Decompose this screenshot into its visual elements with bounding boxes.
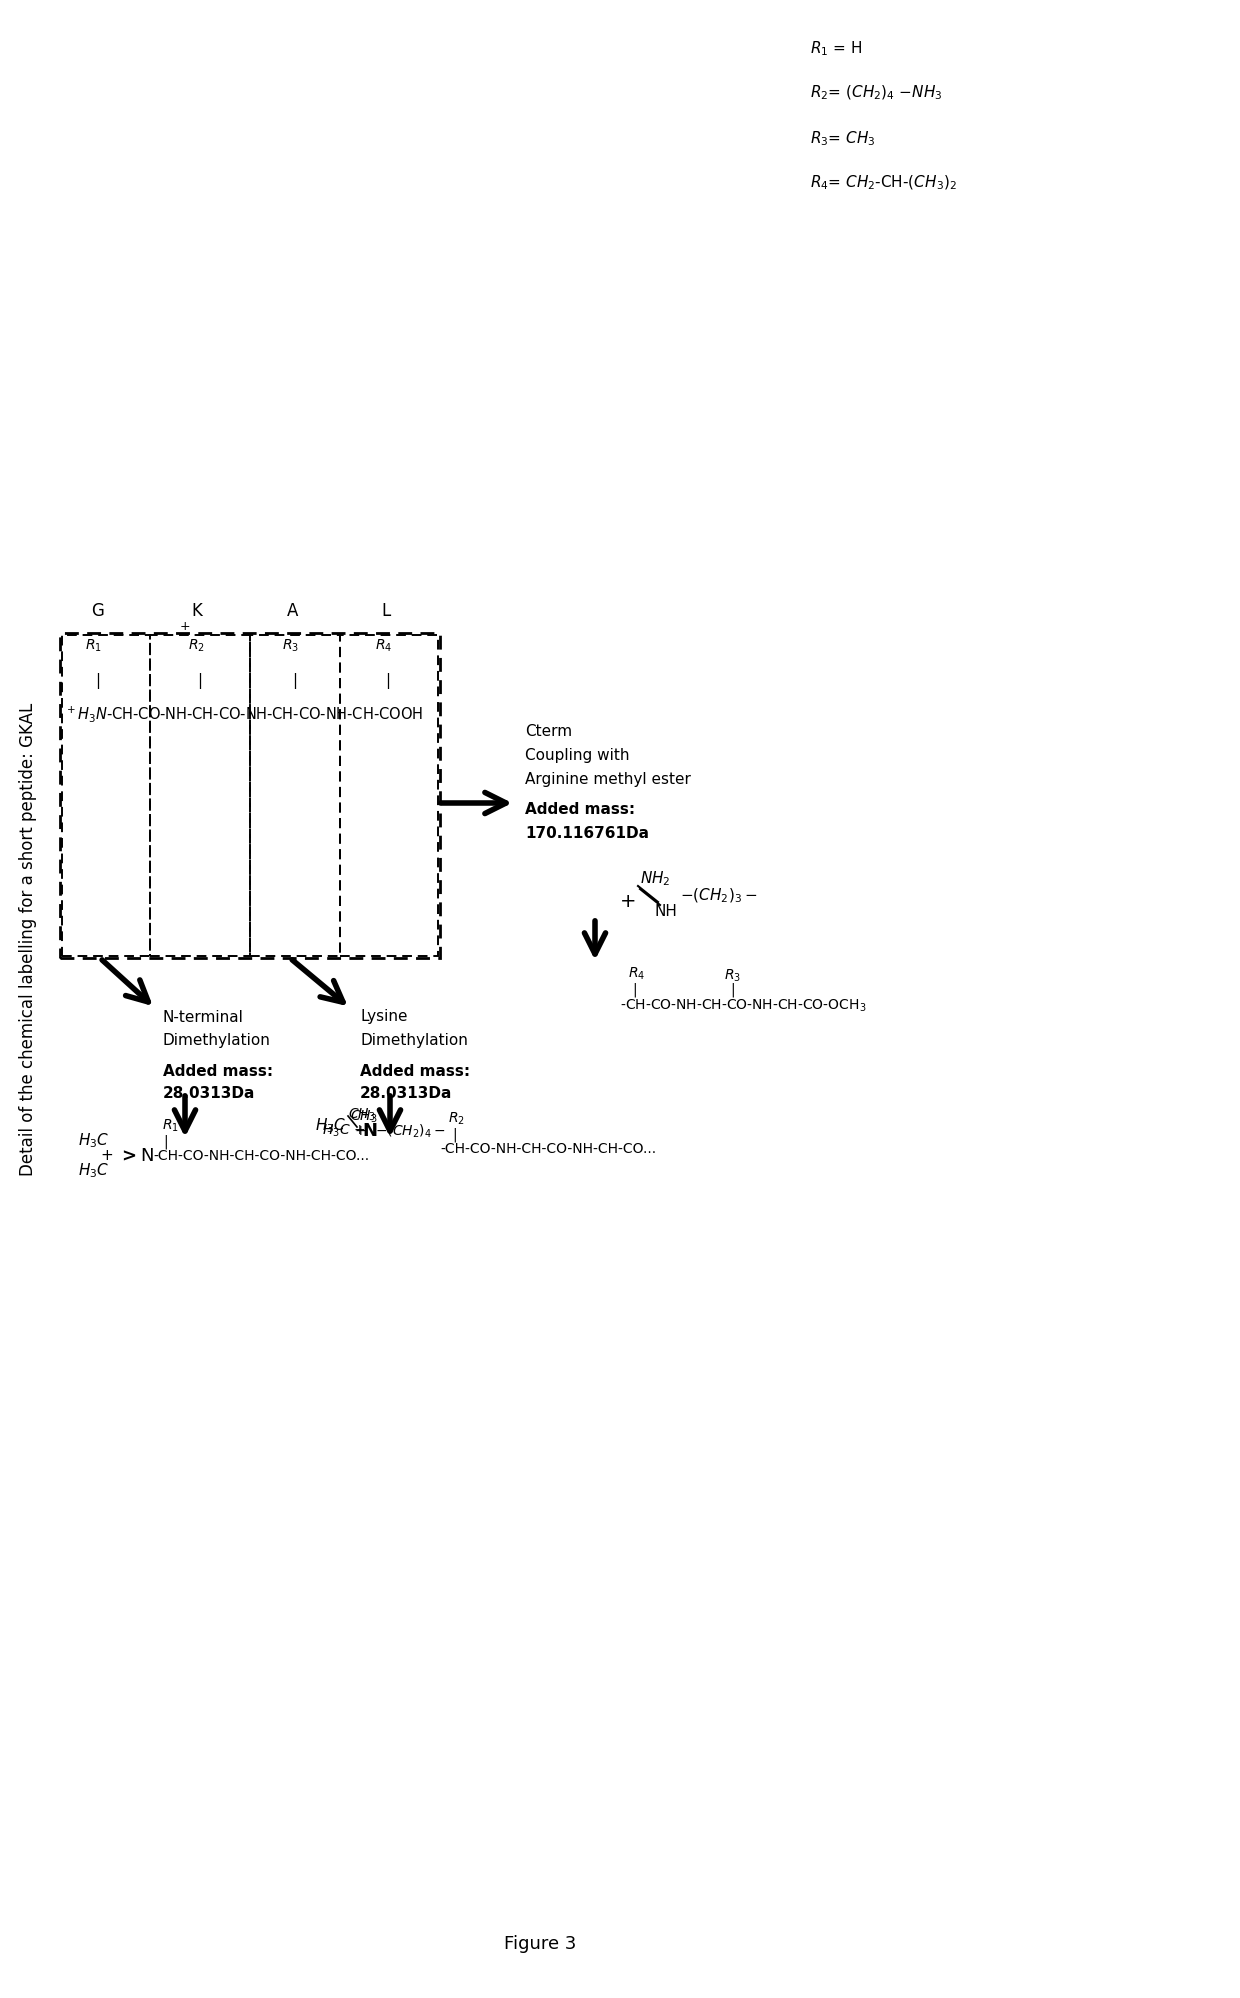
Text: $R_1$: $R_1$ <box>84 637 102 653</box>
Text: $-(CH_2)_4-$: $-(CH_2)_4-$ <box>374 1121 445 1139</box>
Text: $-(CH_2)_3-$: $-(CH_2)_3-$ <box>680 887 758 905</box>
Text: Added mass:: Added mass: <box>360 1063 470 1079</box>
Bar <box>62 635 150 957</box>
Text: Added mass:: Added mass: <box>525 801 635 815</box>
Text: |: | <box>730 983 734 997</box>
Text: $R_4$: $R_4$ <box>627 965 645 981</box>
Text: $CH_3$: $CH_3$ <box>350 1109 377 1125</box>
Text: $^+H_3N$-CH-CO-NH-CH-CO-NH-CH-CO-NH-CH-COOH: $^+H_3N$-CH-CO-NH-CH-CO-NH-CH-CO-NH-CH-C… <box>64 703 423 723</box>
Text: +: + <box>620 891 636 909</box>
Text: |: | <box>632 983 636 997</box>
Text: |: | <box>164 1135 169 1149</box>
Text: N: N <box>362 1121 377 1139</box>
Text: $R_1$: $R_1$ <box>162 1117 179 1133</box>
Text: Figure 3: Figure 3 <box>503 1934 577 1952</box>
Text: $R_4$= $CH_2$-CH-$(CH_3)_2$: $R_4$= $CH_2$-CH-$(CH_3)_2$ <box>810 174 957 192</box>
Text: -CH-CO-NH-CH-CO-NH-CH-CO...: -CH-CO-NH-CH-CO-NH-CH-CO... <box>440 1141 656 1155</box>
Text: $NH_2$: $NH_2$ <box>640 869 671 887</box>
Text: |: | <box>197 673 202 689</box>
Text: -CH-CO-NH-CH-CO-NH-CH-CO-OCH$_3$: -CH-CO-NH-CH-CO-NH-CH-CO-OCH$_3$ <box>620 997 867 1013</box>
Text: Dimethylation: Dimethylation <box>360 1033 467 1049</box>
Text: $\mathbf{>}$N: $\mathbf{>}$N <box>118 1147 154 1165</box>
Text: -CH-CO-NH-CH-CO-NH-CH-CO...: -CH-CO-NH-CH-CO-NH-CH-CO... <box>153 1149 370 1163</box>
Text: |: | <box>95 673 100 689</box>
Bar <box>150 635 250 957</box>
Text: $R_2$: $R_2$ <box>448 1111 465 1127</box>
Text: Cterm: Cterm <box>525 723 572 737</box>
Text: Dimethylation: Dimethylation <box>162 1033 270 1049</box>
Text: Added mass:: Added mass: <box>162 1063 273 1079</box>
Text: $CH_3$: $CH_3$ <box>348 1107 376 1123</box>
Text: Detail of the chemical labelling for a short peptide: GKAL: Detail of the chemical labelling for a s… <box>19 701 37 1175</box>
Text: $R_2$: $R_2$ <box>187 637 205 653</box>
Bar <box>250 635 340 957</box>
Bar <box>60 633 440 959</box>
Text: $H_3C$: $H_3C$ <box>78 1161 109 1179</box>
Text: Lysine: Lysine <box>360 1009 408 1025</box>
Text: K: K <box>191 601 202 619</box>
Text: +: + <box>180 619 191 631</box>
Text: +: + <box>355 1123 367 1137</box>
Text: Arginine methyl ester: Arginine methyl ester <box>525 771 691 785</box>
Text: 170.116761Da: 170.116761Da <box>525 825 649 839</box>
Text: $R_3$= $CH_3$: $R_3$= $CH_3$ <box>810 130 875 148</box>
Text: N-terminal: N-terminal <box>162 1009 244 1025</box>
Text: $H_3C$: $H_3C$ <box>78 1131 109 1149</box>
Text: A: A <box>288 601 299 619</box>
Text: $R_3$: $R_3$ <box>724 967 742 983</box>
Text: Coupling with: Coupling with <box>525 747 630 761</box>
Text: $R_1$ = H: $R_1$ = H <box>810 40 862 58</box>
Text: $H_3C$ +: $H_3C$ + <box>322 1123 366 1139</box>
Text: G: G <box>92 601 104 619</box>
Text: $R_3$: $R_3$ <box>283 637 300 653</box>
Text: $H_3C$: $H_3C$ <box>315 1117 346 1135</box>
Text: +: + <box>100 1149 113 1163</box>
Text: NH: NH <box>655 903 678 917</box>
Text: |: | <box>293 673 298 689</box>
Text: L: L <box>382 601 391 619</box>
Text: 28.0313Da: 28.0313Da <box>360 1087 453 1101</box>
Text: 28.0313Da: 28.0313Da <box>162 1087 255 1101</box>
Text: |: | <box>386 673 391 689</box>
Text: $R_2$= $(CH_2)_4$ $-NH_3$: $R_2$= $(CH_2)_4$ $-NH_3$ <box>810 84 942 102</box>
Text: |: | <box>453 1127 456 1141</box>
Bar <box>340 635 438 957</box>
Text: $R_4$: $R_4$ <box>376 637 393 653</box>
